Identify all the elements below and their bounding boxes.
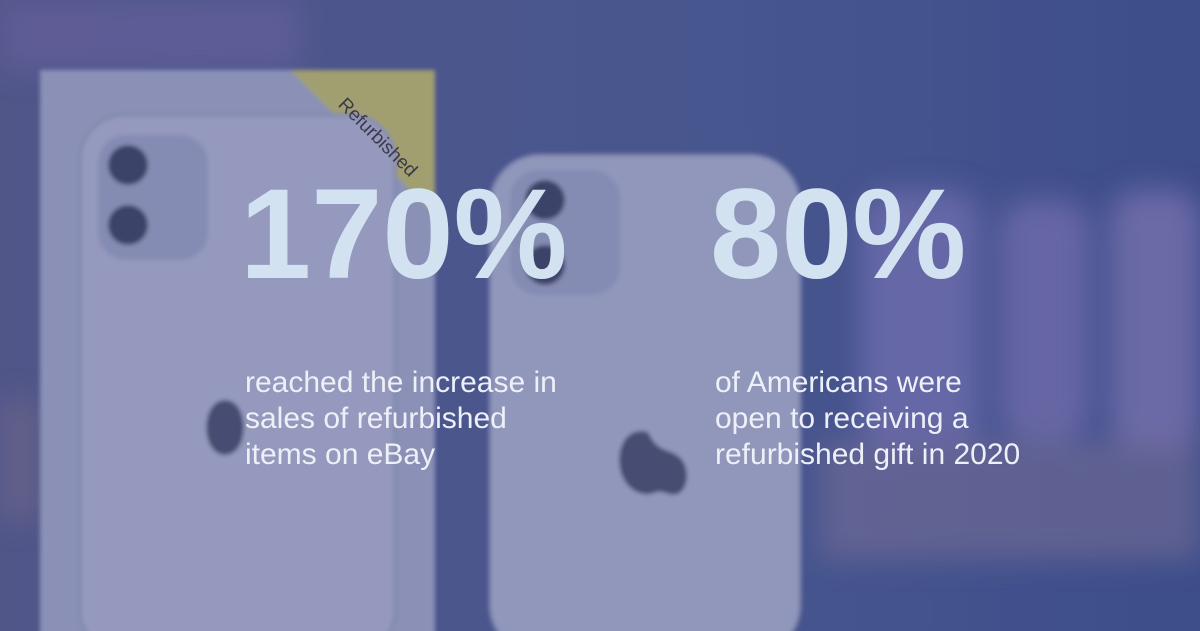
stat-figure: 170% <box>240 163 567 306</box>
stat-description: reached the increase in <box>245 366 557 399</box>
stat-figure: 80% <box>710 163 966 306</box>
stat-description: items on eBay <box>245 438 435 471</box>
stat-description: open to receiving a <box>715 402 969 435</box>
bokeh <box>0 0 1200 560</box>
stat-description: of Americans were <box>715 366 962 399</box>
stat-description: refurbished gift in 2020 <box>715 438 1020 471</box>
stat-description: sales of refurbished <box>245 402 507 435</box>
phones <box>40 70 802 631</box>
